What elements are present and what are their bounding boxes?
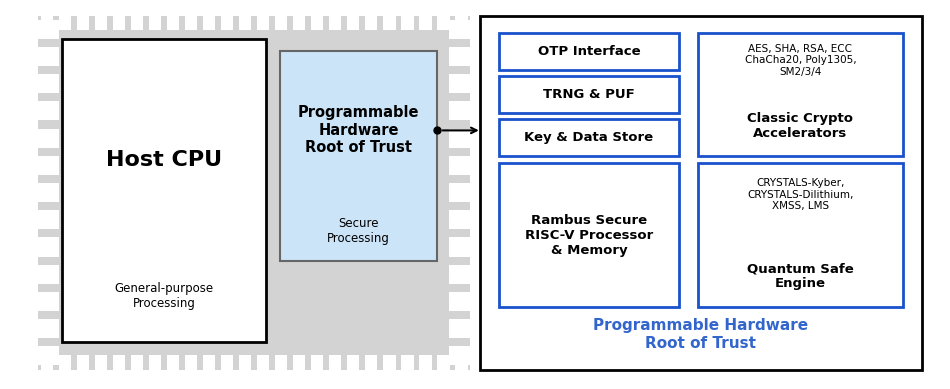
- Bar: [38, 346, 59, 366]
- Bar: [38, 47, 59, 66]
- Bar: [449, 19, 470, 39]
- Bar: [238, 16, 252, 30]
- Bar: [238, 355, 252, 370]
- Bar: [449, 292, 470, 311]
- Bar: [329, 16, 341, 30]
- Bar: [455, 355, 467, 370]
- Bar: [38, 210, 59, 229]
- Bar: [449, 101, 470, 121]
- Bar: [293, 16, 306, 30]
- Bar: [347, 355, 359, 370]
- Bar: [499, 33, 679, 70]
- Bar: [280, 51, 437, 261]
- Bar: [77, 16, 89, 30]
- Text: Rambus Secure
RISC-V Processor
& Memory: Rambus Secure RISC-V Processor & Memory: [524, 214, 654, 257]
- Bar: [401, 16, 413, 30]
- Bar: [383, 355, 395, 370]
- Bar: [38, 237, 59, 257]
- Bar: [449, 183, 470, 202]
- Text: General-purpose
Processing: General-purpose Processing: [114, 282, 214, 310]
- Text: Host CPU: Host CPU: [105, 150, 222, 170]
- Bar: [185, 355, 198, 370]
- Bar: [149, 16, 162, 30]
- Bar: [38, 74, 59, 93]
- Text: AES, SHA, RSA, ECC
ChaCha20, Poly1305,
SM2/3/4: AES, SHA, RSA, ECC ChaCha20, Poly1305, S…: [745, 44, 856, 77]
- Bar: [220, 16, 234, 30]
- Bar: [449, 210, 470, 229]
- Bar: [401, 355, 413, 370]
- Text: Quantum Safe
Engine: Quantum Safe Engine: [747, 262, 854, 290]
- Bar: [59, 355, 71, 370]
- Bar: [38, 156, 59, 175]
- Bar: [131, 16, 143, 30]
- Bar: [293, 355, 306, 370]
- Bar: [499, 163, 679, 307]
- Bar: [62, 39, 266, 342]
- Bar: [202, 355, 216, 370]
- Text: Secure
Processing: Secure Processing: [327, 217, 390, 245]
- Bar: [311, 16, 323, 30]
- Bar: [449, 156, 470, 175]
- Bar: [449, 265, 470, 284]
- Text: TRNG & PUF: TRNG & PUF: [543, 88, 635, 101]
- Bar: [698, 163, 902, 307]
- Bar: [113, 16, 125, 30]
- Bar: [480, 16, 922, 370]
- Bar: [256, 355, 270, 370]
- Bar: [419, 355, 431, 370]
- Bar: [449, 47, 470, 66]
- Text: Programmable Hardware
Root of Trust: Programmable Hardware Root of Trust: [593, 318, 808, 351]
- Bar: [499, 119, 679, 156]
- Text: CRYSTALS-Kyber,
CRYSTALS-Dilithium,
XMSS, LMS: CRYSTALS-Kyber, CRYSTALS-Dilithium, XMSS…: [748, 178, 853, 211]
- Bar: [499, 76, 679, 113]
- Bar: [38, 128, 59, 148]
- Bar: [38, 19, 59, 39]
- Bar: [419, 16, 431, 30]
- Bar: [365, 16, 377, 30]
- Bar: [113, 355, 125, 370]
- Bar: [38, 183, 59, 202]
- Bar: [95, 355, 107, 370]
- Bar: [437, 16, 449, 30]
- Bar: [437, 355, 449, 370]
- Bar: [347, 16, 359, 30]
- Bar: [202, 16, 216, 30]
- Bar: [275, 16, 288, 30]
- Text: Programmable
Hardware
Root of Trust: Programmable Hardware Root of Trust: [298, 105, 419, 155]
- Bar: [38, 101, 59, 121]
- Text: Key & Data Store: Key & Data Store: [524, 131, 654, 144]
- Bar: [449, 128, 470, 148]
- Bar: [275, 355, 288, 370]
- Bar: [365, 355, 377, 370]
- Bar: [131, 355, 143, 370]
- Bar: [77, 355, 89, 370]
- Bar: [449, 319, 470, 338]
- Bar: [220, 355, 234, 370]
- Bar: [449, 74, 470, 93]
- Text: OTP Interface: OTP Interface: [538, 45, 640, 58]
- Bar: [38, 292, 59, 311]
- Bar: [38, 265, 59, 284]
- Bar: [41, 16, 53, 30]
- Bar: [59, 16, 71, 30]
- Bar: [329, 355, 341, 370]
- Bar: [185, 16, 198, 30]
- Bar: [256, 16, 270, 30]
- Bar: [167, 16, 180, 30]
- Text: Classic Crypto
Accelerators: Classic Crypto Accelerators: [748, 112, 853, 140]
- Bar: [311, 355, 323, 370]
- Bar: [41, 355, 53, 370]
- Bar: [149, 355, 162, 370]
- Bar: [38, 319, 59, 338]
- Bar: [167, 355, 180, 370]
- Bar: [95, 16, 107, 30]
- Bar: [698, 33, 902, 156]
- Bar: [449, 346, 470, 366]
- Bar: [383, 16, 395, 30]
- Bar: [38, 16, 470, 370]
- Bar: [455, 16, 467, 30]
- Bar: [449, 237, 470, 257]
